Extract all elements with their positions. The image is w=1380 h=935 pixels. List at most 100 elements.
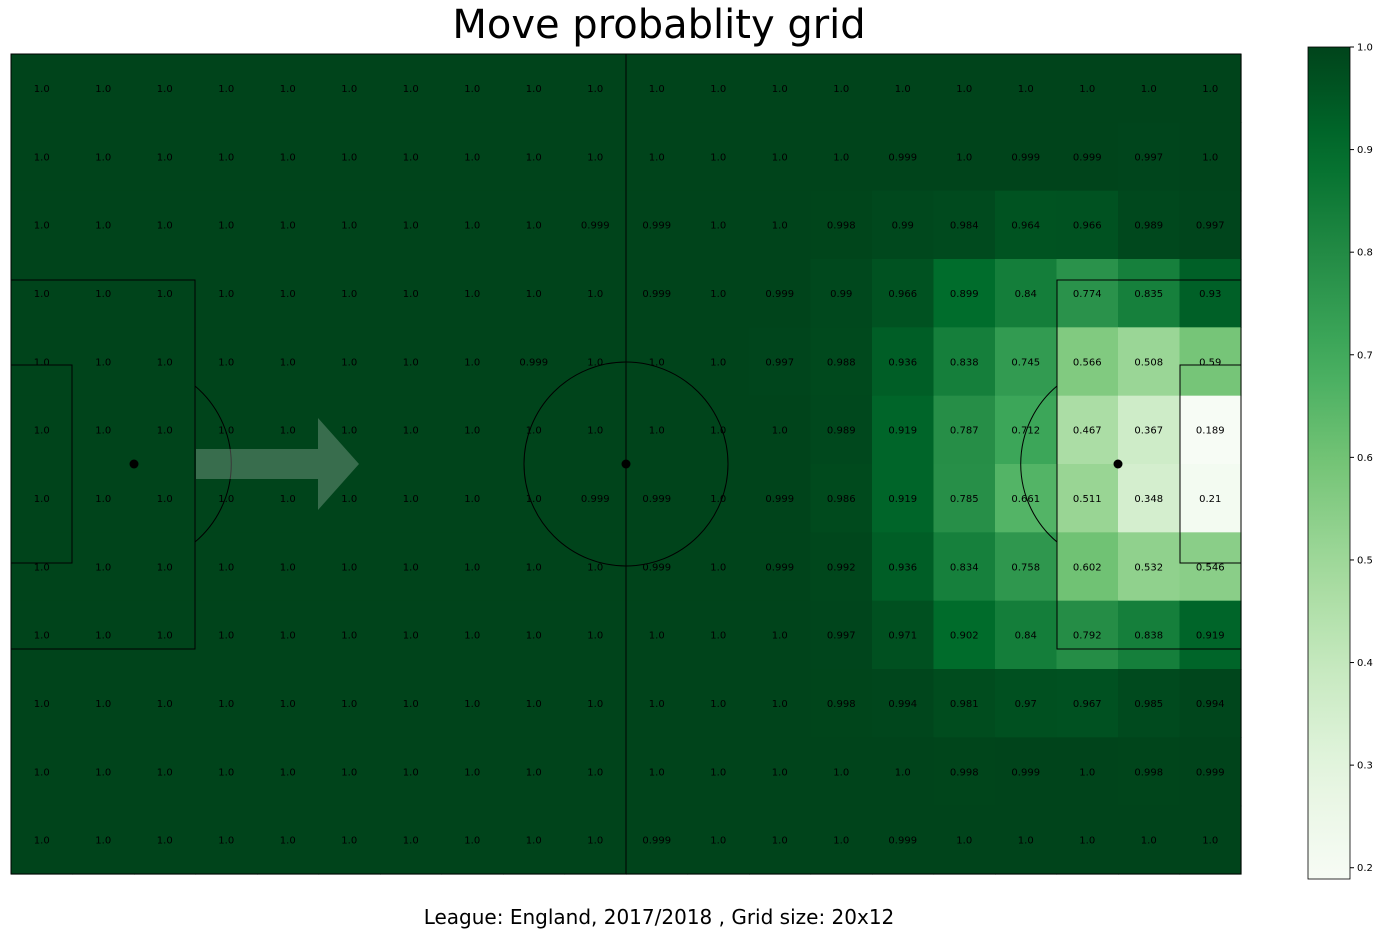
cell-value-label: 0.999 [642, 562, 671, 573]
heatmap-cell [503, 395, 566, 465]
heatmap-cell [1118, 464, 1181, 533]
heatmap-cell [441, 600, 504, 670]
heatmap-cell [626, 805, 689, 875]
heatmap-cell [1056, 532, 1119, 602]
heatmap-cell [195, 395, 258, 465]
heatmap-cell [995, 532, 1058, 602]
cell-value-label: 1.0 [341, 426, 357, 437]
center-circle [523, 361, 729, 567]
heatmap-cell [72, 532, 135, 602]
heatmap-cell [687, 669, 750, 738]
heatmap-cell [11, 600, 74, 670]
cell-value-label: 1.0 [587, 562, 603, 573]
cell-value-label: 1.0 [218, 699, 234, 710]
heatmap-cell [933, 669, 996, 738]
left-penalty-arc [194, 385, 232, 543]
heatmap-cell [11, 122, 74, 192]
heatmap-cell [995, 54, 1058, 123]
heatmap-cell [1179, 190, 1242, 260]
cell-value-label: 0.999 [888, 836, 917, 847]
cell-value-label: 0.999 [581, 221, 610, 232]
heatmap-cell [441, 532, 504, 602]
heatmap-cell [257, 737, 320, 807]
cell-value-label: 0.467 [1073, 426, 1102, 437]
heatmap-cell [933, 464, 996, 533]
cell-value-label: 1.0 [587, 152, 603, 163]
heatmap-cell [134, 600, 197, 670]
heatmap-cell [810, 532, 873, 602]
heatmap-cell [687, 532, 750, 602]
cell-value-label: 1.0 [464, 221, 480, 232]
right-six-yard-box [1179, 364, 1242, 564]
heatmap-cell [749, 532, 812, 602]
heatmap-cell [872, 737, 935, 807]
heatmap-cell [933, 532, 996, 602]
cell-value-label: 0.59 [1199, 357, 1221, 368]
cell-value-label: 1.0 [464, 631, 480, 642]
heatmap-cell [72, 327, 135, 397]
cell-value-label: 0.992 [827, 562, 856, 573]
heatmap-cell [441, 122, 504, 192]
cell-value-label: 1.0 [280, 631, 296, 642]
heatmap-cell [257, 190, 320, 260]
heatmap-cell [1118, 600, 1181, 670]
cell-value-label: 1.0 [341, 357, 357, 368]
cell-value-label: 1.0 [895, 84, 911, 95]
heatmap-cell [933, 54, 996, 123]
cell-value-label: 0.661 [1011, 494, 1040, 505]
heatmap-cell [134, 805, 197, 875]
cell-value-label: 1.0 [772, 699, 788, 710]
heatmap-cell [687, 190, 750, 260]
cell-value-label: 1.0 [526, 494, 542, 505]
heatmap-cell [749, 54, 812, 123]
cell-value-label: 0.792 [1073, 631, 1102, 642]
heatmap-cell [933, 395, 996, 465]
cell-value-label: 0.532 [1134, 562, 1163, 573]
heatmap-cell [810, 122, 873, 192]
cell-value-label: 1.0 [526, 221, 542, 232]
heatmap-cell [933, 190, 996, 260]
heatmap-cell [503, 600, 566, 670]
heatmap-cells [11, 54, 1242, 875]
cell-value-label: 0.999 [765, 494, 794, 505]
heatmap-cell [380, 54, 443, 123]
heatmap-cell [872, 395, 935, 465]
cell-value-label: 1.0 [157, 221, 173, 232]
heatmap-cell [810, 327, 873, 397]
cell-value-label: 1.0 [157, 631, 173, 642]
cell-value-label: 1.0 [526, 84, 542, 95]
heatmap-cell [134, 259, 197, 328]
cell-value-label: 1.0 [772, 767, 788, 778]
heatmap-cell [318, 464, 381, 533]
heatmap-cell [195, 532, 258, 602]
heatmap-cell [749, 600, 812, 670]
heatmap-cell [749, 805, 812, 875]
heatmap-cell [134, 190, 197, 260]
heatmap-cell [626, 737, 689, 807]
right-penalty-arc [1020, 385, 1058, 543]
heatmap-cell [872, 122, 935, 192]
cell-value-label: 1.0 [157, 152, 173, 163]
heatmap-cell [503, 464, 566, 533]
heatmap-cell [810, 600, 873, 670]
cell-value-label: 0.189 [1196, 426, 1225, 437]
cell-value-label: 0.988 [827, 357, 856, 368]
cell-value-label: 1.0 [95, 699, 111, 710]
cell-value-label: 1.0 [649, 699, 665, 710]
heatmap-cell [11, 54, 74, 123]
cell-value-label: 1.0 [649, 152, 665, 163]
heatmap-cell [503, 669, 566, 738]
cell-value-label: 1.0 [280, 699, 296, 710]
heatmap-cell [134, 54, 197, 123]
heatmap-cell [995, 122, 1058, 192]
heatmap-cell [195, 737, 258, 807]
cell-value-label: 1.0 [526, 767, 542, 778]
cell-value-label: 0.84 [1015, 289, 1037, 300]
cell-value-label: 1.0 [157, 289, 173, 300]
heatmap-cell [810, 259, 873, 328]
cell-value-label: 1.0 [526, 152, 542, 163]
cell-value-label: 1.0 [341, 152, 357, 163]
cell-value-label: 0.971 [888, 631, 917, 642]
heatmap-cell [1056, 259, 1119, 328]
cell-value-label: 1.0 [280, 836, 296, 847]
